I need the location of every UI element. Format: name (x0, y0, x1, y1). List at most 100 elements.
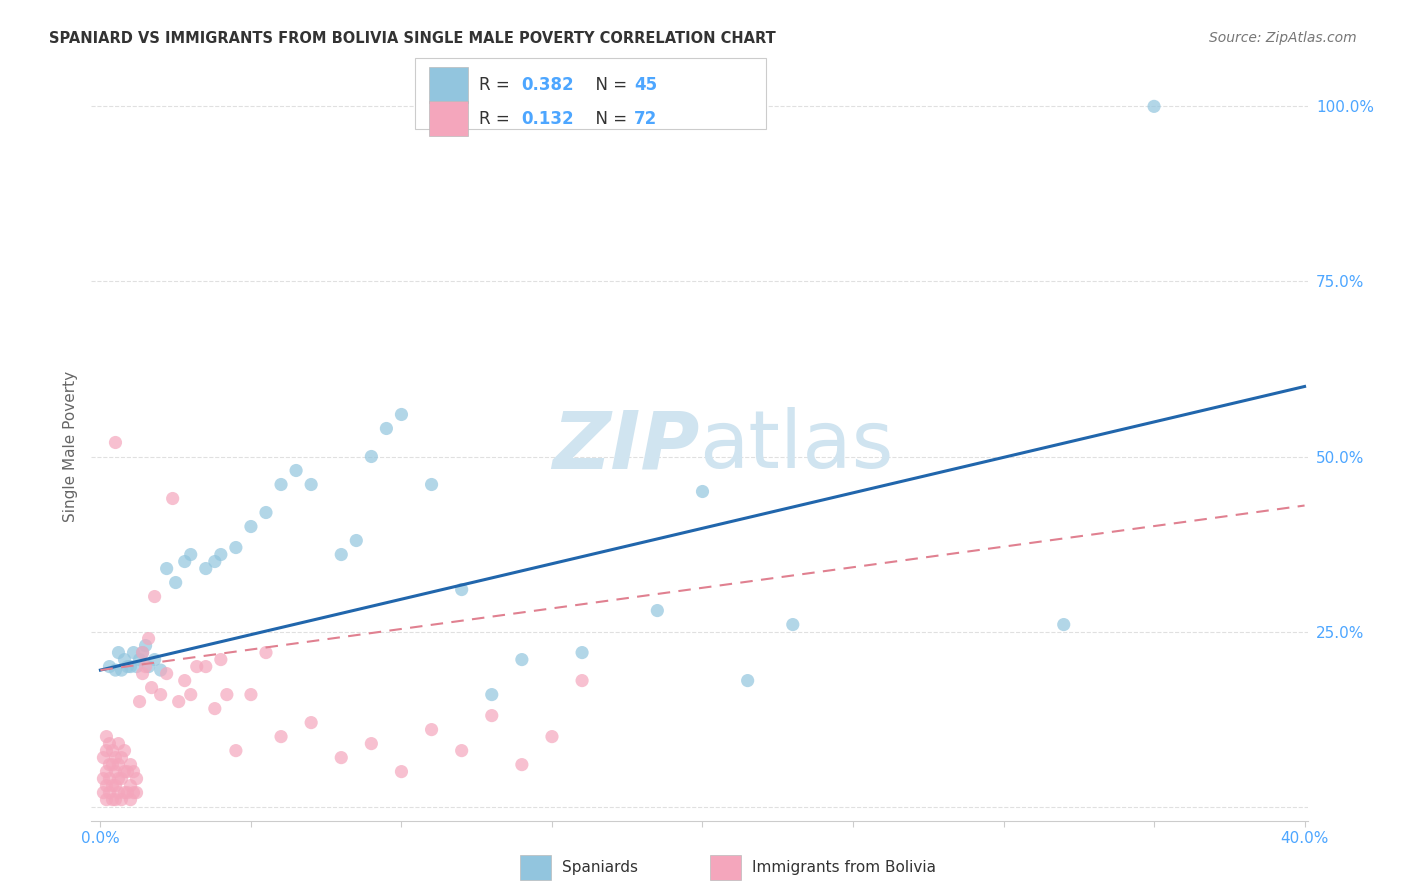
Point (239, 688, 262, 702)
Point (330, 548, 353, 562)
Y-axis label: Single Male Poverty: Single Male Poverty (63, 370, 79, 522)
Point (114, 786, 136, 800)
Point (165, 575, 187, 590)
Point (344, 533, 367, 548)
Point (104, 792, 127, 806)
Point (98, 757, 121, 772)
Text: 72: 72 (634, 110, 658, 128)
Text: 0.382: 0.382 (522, 76, 574, 94)
Point (138, 659, 160, 673)
Point (173, 555, 195, 569)
Point (143, 652, 166, 666)
Point (101, 792, 124, 806)
Point (616, 99, 638, 113)
Point (122, 786, 145, 800)
Point (125, 659, 148, 673)
Point (138, 632, 160, 646)
Point (285, 463, 308, 477)
Point (107, 737, 129, 751)
Point (1053, 617, 1076, 632)
Text: SPANIARD VS IMMIGRANTS FROM BOLIVIA SINGLE MALE POVERTY CORRELATION CHART: SPANIARD VS IMMIGRANTS FROM BOLIVIA SING… (49, 31, 776, 46)
Point (1143, 99, 1166, 113)
Point (128, 652, 150, 666)
Point (225, 541, 247, 555)
Text: 0.132: 0.132 (522, 110, 574, 128)
Point (270, 477, 292, 491)
Point (194, 659, 217, 673)
Point (93, 750, 115, 764)
Point (96, 730, 118, 744)
Point (571, 646, 593, 660)
Point (141, 681, 163, 695)
Point (420, 723, 443, 737)
Point (93, 772, 115, 786)
Point (131, 646, 153, 660)
Point (692, 484, 714, 499)
Text: R =: R = (479, 110, 516, 128)
Point (125, 786, 148, 800)
Point (117, 786, 139, 800)
Point (104, 764, 127, 779)
Point (481, 708, 503, 723)
Point (96, 792, 118, 806)
Point (209, 548, 232, 562)
Point (239, 519, 262, 533)
Point (104, 435, 127, 450)
Text: Immigrants from Bolivia: Immigrants from Bolivia (752, 860, 936, 874)
Text: R =: R = (479, 76, 516, 94)
Point (180, 548, 202, 562)
Point (541, 730, 564, 744)
Point (571, 673, 593, 688)
Point (98, 737, 121, 751)
Point (117, 764, 139, 779)
Point (299, 477, 322, 491)
Point (101, 743, 124, 757)
Text: N =: N = (585, 110, 633, 128)
Text: ZIP: ZIP (553, 407, 699, 485)
Point (101, 757, 124, 772)
Point (131, 646, 153, 660)
Point (270, 730, 292, 744)
Point (98, 659, 121, 673)
Point (122, 764, 145, 779)
Text: 45: 45 (634, 76, 657, 94)
Point (120, 779, 142, 793)
Point (782, 617, 804, 632)
Point (135, 659, 157, 673)
Point (98, 772, 121, 786)
Point (481, 688, 503, 702)
Point (122, 646, 145, 660)
Point (96, 779, 118, 793)
Point (450, 582, 472, 597)
Point (96, 743, 118, 757)
Point (120, 659, 142, 673)
Point (204, 701, 226, 715)
Point (647, 603, 669, 617)
Point (173, 673, 195, 688)
Point (101, 779, 124, 793)
Point (104, 779, 127, 793)
Point (254, 506, 277, 520)
Point (125, 772, 148, 786)
Point (128, 695, 150, 709)
Point (135, 639, 157, 653)
Point (93, 786, 115, 800)
Point (194, 561, 217, 575)
Point (107, 772, 129, 786)
Point (114, 743, 136, 757)
Point (114, 652, 136, 666)
Point (225, 743, 247, 757)
Point (204, 555, 226, 569)
Text: Spaniards: Spaniards (562, 860, 638, 874)
Text: Source: ZipAtlas.com: Source: ZipAtlas.com (1209, 31, 1357, 45)
Point (299, 715, 322, 730)
Point (107, 786, 129, 800)
Point (110, 750, 132, 764)
Point (209, 652, 232, 666)
Point (131, 666, 153, 681)
Point (180, 688, 202, 702)
Text: N =: N = (585, 76, 633, 94)
Point (330, 750, 353, 764)
Point (156, 666, 179, 681)
Point (391, 408, 413, 422)
